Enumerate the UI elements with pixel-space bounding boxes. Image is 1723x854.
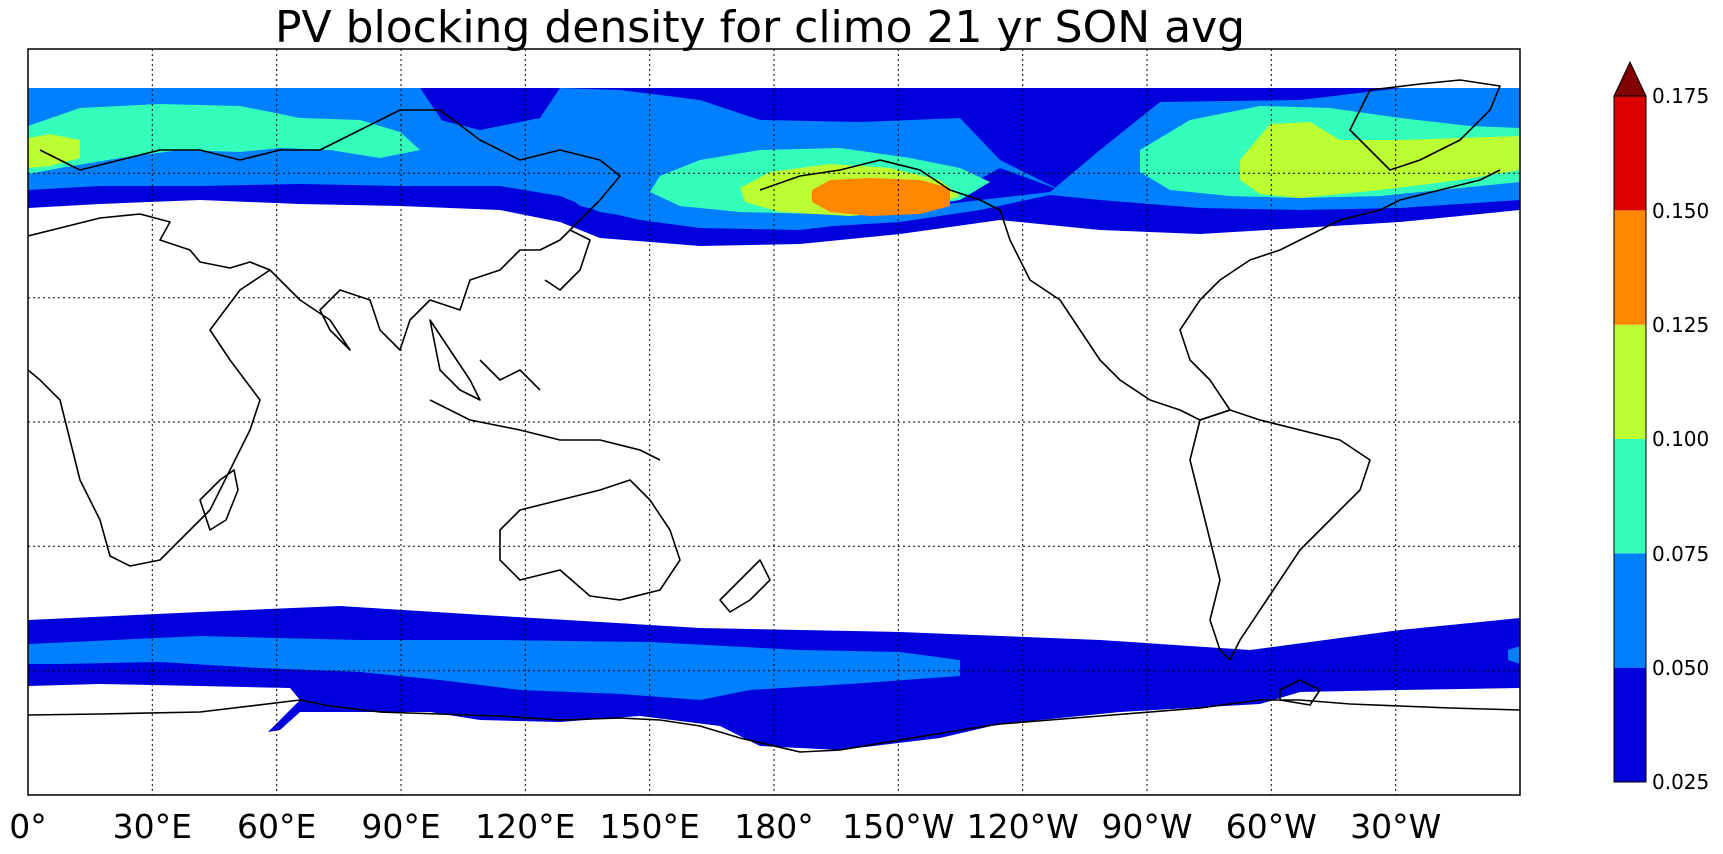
colorbar-segment: [1614, 667, 1646, 782]
lon-label: 150°E: [600, 807, 700, 846]
coastlines: [28, 79, 1520, 753]
map-frame: [27, 48, 1521, 796]
lon-label: 90°E: [361, 807, 440, 846]
lon-label: 30°W: [1350, 807, 1441, 846]
nh-band-level4: [28, 134, 80, 168]
sh-band-level2: [28, 636, 960, 700]
colorbar-frame: [1613, 95, 1647, 783]
colorbar-segment: [1614, 324, 1646, 439]
lon-label: 30°E: [113, 807, 192, 846]
colorbar-tick-label: 0.150: [1652, 199, 1709, 223]
lon-label: 60°E: [237, 807, 316, 846]
colorbar-tick-label: 0.075: [1652, 542, 1709, 566]
colorbar-extend-triangle: [1613, 60, 1647, 97]
graticule: [28, 49, 1520, 795]
lon-label: 150°W: [842, 807, 954, 846]
colorbar-tick-label: 0.125: [1652, 313, 1709, 337]
lon-label: 90°W: [1101, 807, 1192, 846]
lon-label: 120°E: [475, 807, 575, 846]
lon-label: 180°: [734, 807, 814, 846]
colorbar-segment: [1614, 210, 1646, 325]
lon-label: 120°W: [967, 807, 1079, 846]
colorbar-segment: [1614, 96, 1646, 211]
colorbar-tick-label: 0.175: [1652, 84, 1709, 108]
colorbar: 0.025 0.050 0.075 0.100 0.125 0.150 0.17…: [1613, 60, 1709, 794]
lon-label: 60°W: [1226, 807, 1317, 846]
colorbar-tick-label: 0.050: [1652, 656, 1709, 680]
nh-band-level5: [812, 178, 950, 216]
lon-label: 0°: [9, 807, 47, 846]
colorbar-segment: [1614, 553, 1646, 668]
sh-band-level2b: [1508, 646, 1520, 664]
colorbar-segment: [1614, 439, 1646, 554]
map-title: PV blocking density for climo 21 yr SON …: [274, 2, 1246, 53]
longitude-labels: 0° 30°E 60°E 90°E 120°E 150°E 180° 150°W…: [9, 807, 1441, 846]
nh-band-level2b: [28, 88, 1520, 228]
colorbar-tick-label: 0.100: [1652, 427, 1709, 451]
nh-band-level3: [28, 104, 420, 174]
colorbar-tick-label: 0.025: [1652, 770, 1709, 794]
